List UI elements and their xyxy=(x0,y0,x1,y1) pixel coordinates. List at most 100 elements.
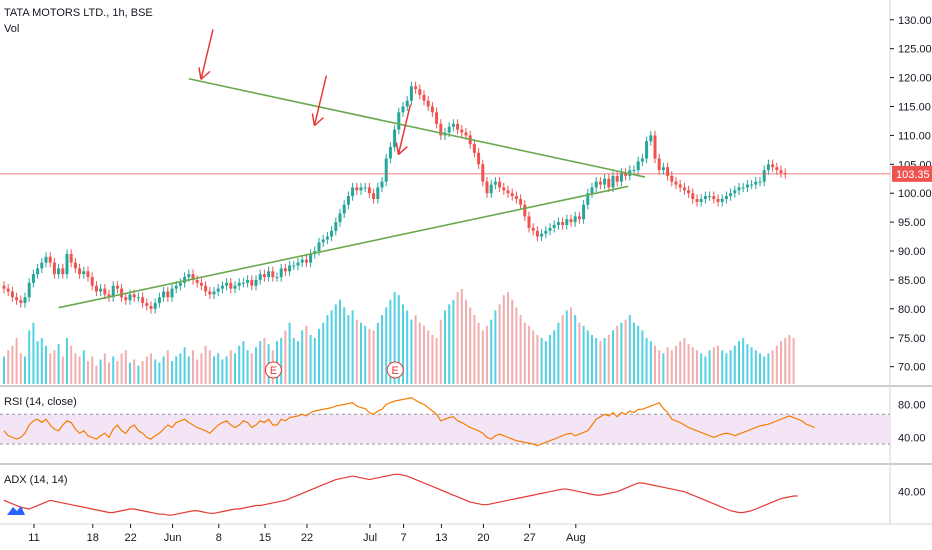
price-tick-label: 85.00 xyxy=(898,275,926,287)
price-tick-label: 70.00 xyxy=(898,362,926,374)
tradingview-logo-icon[interactable] xyxy=(6,503,26,517)
volume-bar xyxy=(523,322,526,384)
volume-bar xyxy=(414,315,417,384)
volume-bar xyxy=(57,344,60,384)
volume-bar xyxy=(784,338,787,384)
volume-bar xyxy=(91,356,94,384)
candle-body xyxy=(636,161,640,171)
volume-bar xyxy=(742,338,745,384)
candle-body xyxy=(359,187,363,191)
trendline-upper xyxy=(188,77,646,178)
time-tick-label: 18 xyxy=(87,532,99,544)
volume-bar xyxy=(494,310,497,384)
last-price-label: 103.35 xyxy=(896,169,930,181)
annotation-arrow-shaft xyxy=(313,75,328,126)
volume-bar xyxy=(792,338,795,384)
annotation-arrow-shaft xyxy=(200,29,214,80)
candle-body xyxy=(430,106,434,113)
volume-bar xyxy=(423,325,425,384)
candle-body xyxy=(145,303,149,306)
volume-bar xyxy=(402,304,404,384)
volume-bar xyxy=(238,345,241,384)
candle-body xyxy=(321,239,325,243)
candle-body xyxy=(334,222,338,231)
volume-bar xyxy=(540,338,543,384)
candle-body xyxy=(565,219,569,226)
volume-bar xyxy=(511,299,514,384)
candle-body xyxy=(65,253,69,275)
annotation-arrow-shaft xyxy=(397,104,412,155)
candle-body xyxy=(439,123,443,136)
volume-bar xyxy=(704,356,707,384)
candle-body xyxy=(619,172,623,182)
candle-body xyxy=(48,256,52,263)
volume-bar xyxy=(658,350,661,384)
volume-bar xyxy=(108,362,110,384)
volume-bar xyxy=(528,325,530,384)
volume-bar xyxy=(670,350,673,384)
volume-bar xyxy=(15,338,18,384)
volume-bar xyxy=(696,350,698,384)
candle-body xyxy=(166,291,170,298)
time-tick-label: 22 xyxy=(124,532,136,544)
volume-bar xyxy=(112,356,115,384)
volume-bar xyxy=(565,310,568,384)
last-price-badge xyxy=(892,165,932,182)
volume-bar xyxy=(187,356,190,384)
candle-body xyxy=(19,300,23,304)
candle-body xyxy=(603,178,607,185)
volume-bar xyxy=(364,325,367,384)
volume-bar xyxy=(435,338,438,384)
candle-body xyxy=(128,294,132,301)
volume-bar xyxy=(729,350,732,384)
candle-body xyxy=(464,132,468,136)
volume-bar xyxy=(297,341,299,384)
volume-bar xyxy=(582,325,585,384)
volume-bar xyxy=(82,350,85,384)
candle-body xyxy=(107,294,111,298)
volume-bar xyxy=(397,295,400,384)
candle-body xyxy=(527,216,531,228)
volume-bar xyxy=(393,292,396,384)
volume-bar xyxy=(654,345,656,384)
volume-bar xyxy=(561,315,564,384)
candle-body xyxy=(766,164,770,171)
volume-bar xyxy=(7,350,10,384)
symbol-title: TATA MOTORS LTD., 1h, BSE xyxy=(4,7,153,19)
candle-body xyxy=(15,297,19,301)
candle-body xyxy=(241,282,245,284)
volume-bar xyxy=(775,345,778,384)
volume-bar xyxy=(557,322,560,384)
candle-body xyxy=(86,271,90,278)
volume-bar xyxy=(708,350,711,384)
candle-body xyxy=(590,187,594,194)
volume-bar xyxy=(229,350,232,384)
candle-body xyxy=(330,230,334,237)
candle-body xyxy=(342,204,346,214)
candle-body xyxy=(367,187,371,194)
candle-body xyxy=(687,190,691,194)
candle-body xyxy=(384,158,388,182)
volume-bar xyxy=(490,319,493,384)
volume-bar xyxy=(61,356,64,384)
volume-bar xyxy=(481,330,484,384)
candle-body xyxy=(720,199,724,202)
candle-body xyxy=(271,271,275,278)
candle-body xyxy=(737,187,741,191)
candle-body xyxy=(724,196,728,199)
candle-body xyxy=(31,274,35,283)
volume-bar xyxy=(620,322,623,384)
candle-body xyxy=(451,123,455,127)
volume-bar xyxy=(322,322,325,384)
candle-body xyxy=(531,227,535,231)
volume-bar xyxy=(11,345,14,384)
volume-bar xyxy=(603,338,606,384)
candle-body xyxy=(535,230,539,237)
volume-bar xyxy=(355,319,358,384)
volume-bar xyxy=(381,315,383,384)
volume-bar xyxy=(124,350,127,384)
volume-bar xyxy=(788,334,791,384)
volume-bar xyxy=(196,359,199,384)
trendline-lower xyxy=(58,185,629,309)
